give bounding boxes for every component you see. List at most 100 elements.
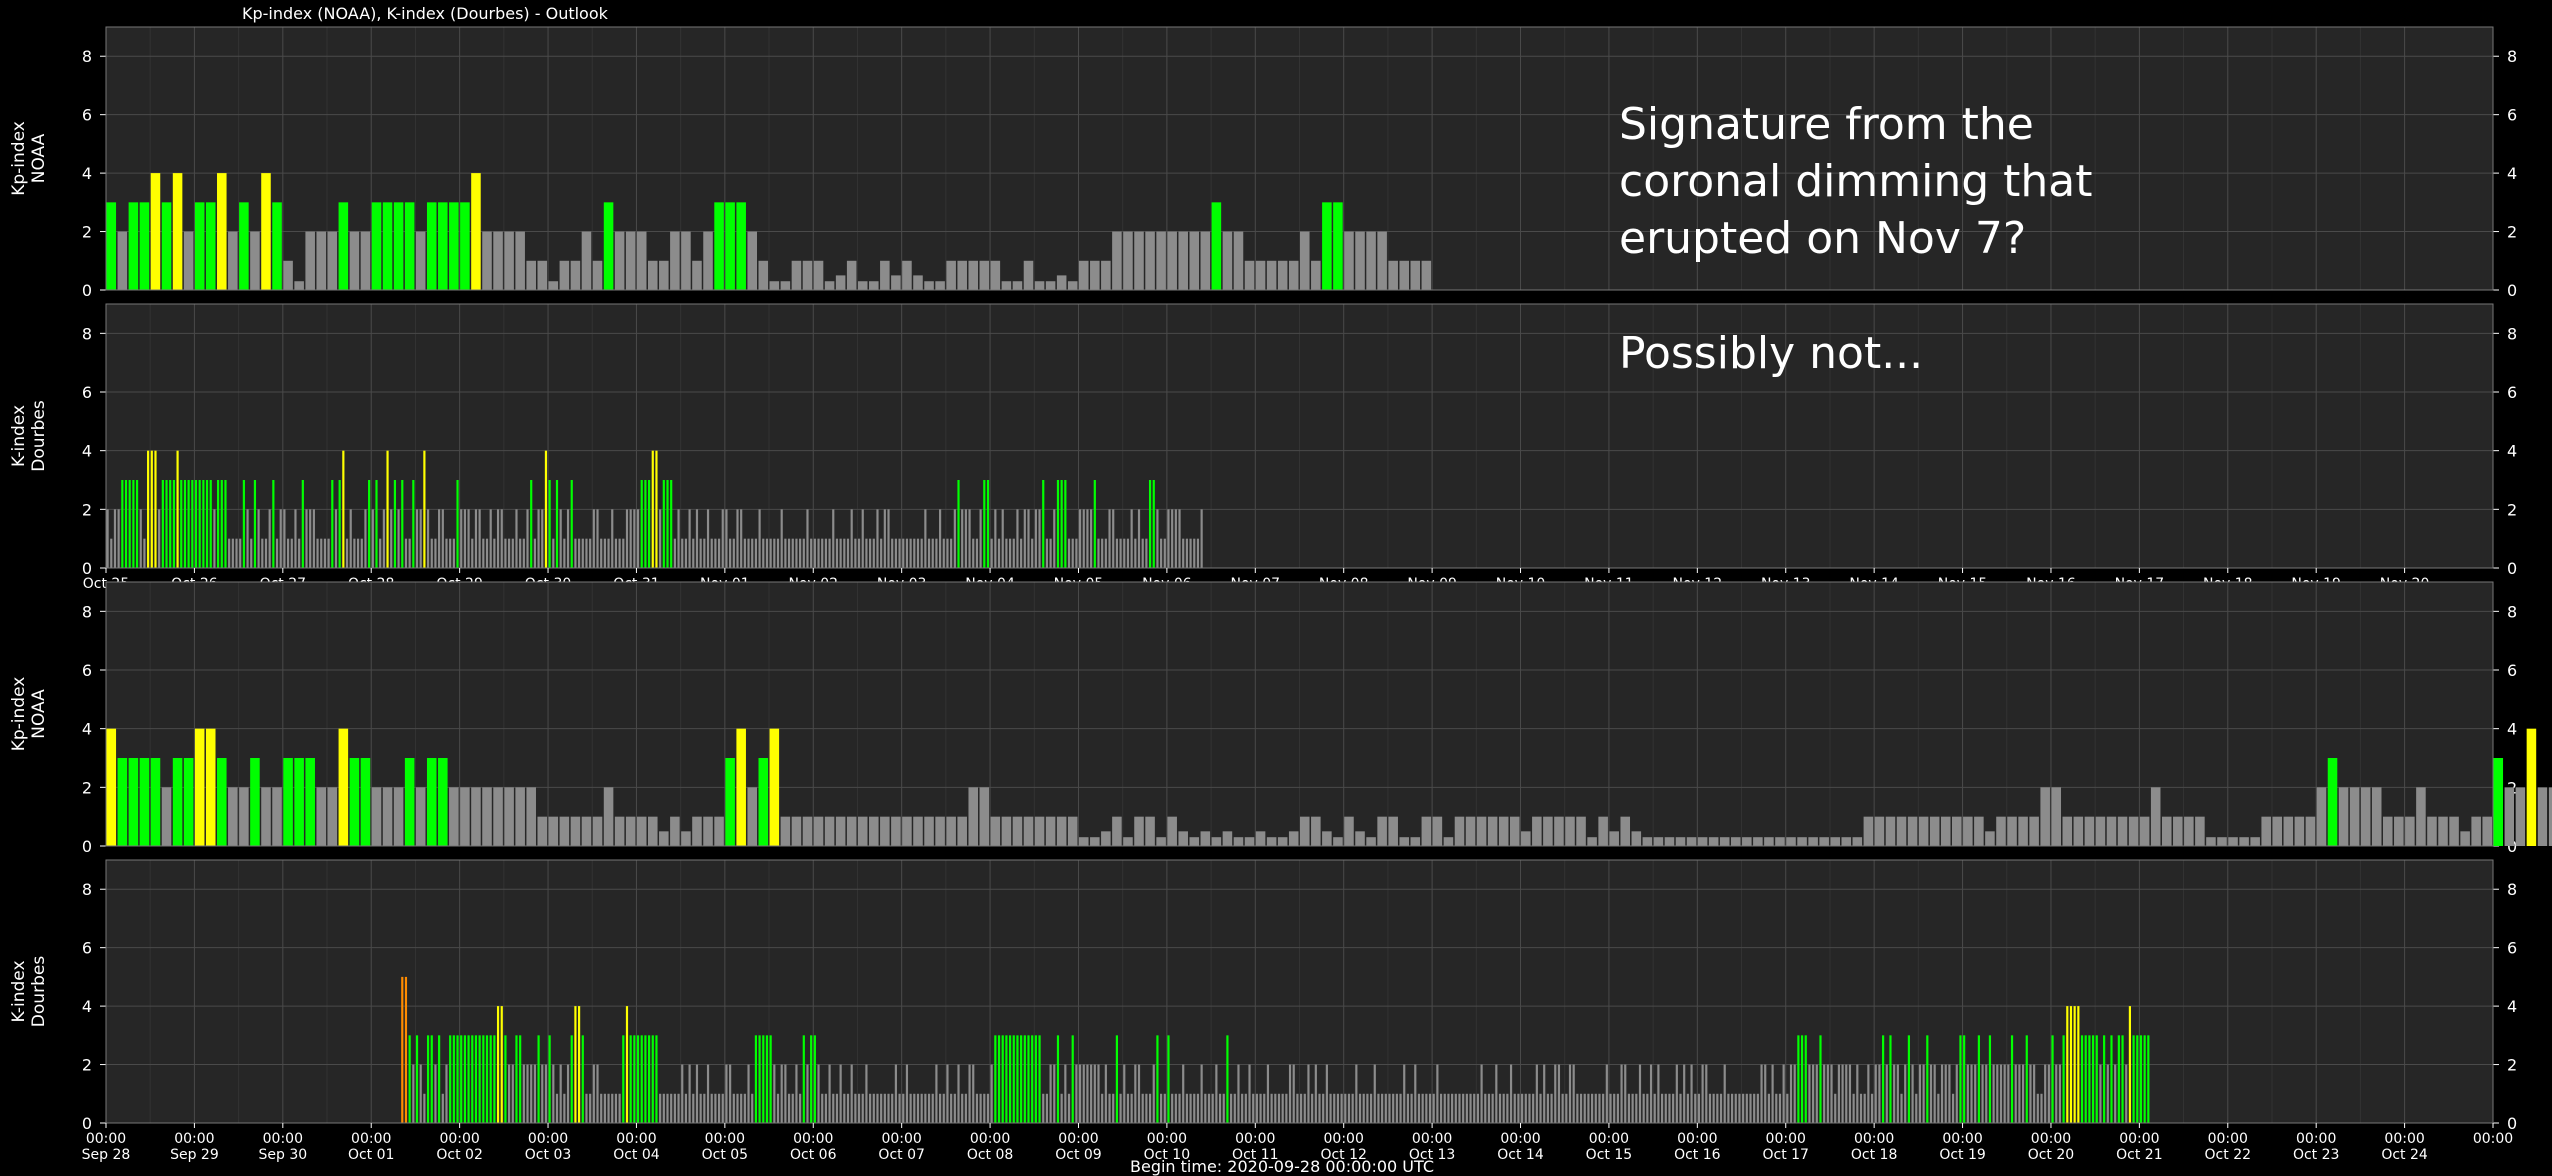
bar xyxy=(1963,1035,1966,1123)
bar xyxy=(419,1064,422,1123)
bar xyxy=(1344,231,1354,290)
bar xyxy=(1712,1093,1715,1123)
bar xyxy=(438,758,448,846)
bar xyxy=(791,1093,794,1123)
bar xyxy=(272,202,282,290)
bar xyxy=(1045,281,1056,290)
bar xyxy=(1336,1093,1340,1123)
bar xyxy=(622,1035,625,1123)
bar xyxy=(990,1064,993,1123)
x-tick-label: 00:00 xyxy=(1412,1131,1452,1147)
y-tick-label-right: 4 xyxy=(2507,442,2517,461)
bar xyxy=(647,1035,651,1123)
x-tick-label-date: Oct 20 xyxy=(2028,1147,2074,1163)
bar xyxy=(1097,1064,1100,1123)
bar xyxy=(452,1035,455,1123)
bar xyxy=(1090,260,1100,290)
bar xyxy=(1134,538,1137,568)
bar xyxy=(1056,275,1067,290)
bar xyxy=(1532,1093,1535,1123)
bar xyxy=(1141,1093,1144,1123)
bar xyxy=(636,1035,640,1123)
y-tick-label-right: 6 xyxy=(2507,939,2517,958)
bar xyxy=(2084,1035,2087,1123)
bar xyxy=(231,538,234,568)
bar xyxy=(2136,1035,2139,1123)
bar xyxy=(1126,1093,1130,1123)
bar xyxy=(975,538,979,568)
bar xyxy=(349,758,360,846)
bar xyxy=(1259,1093,1262,1123)
bar xyxy=(1082,509,1085,568)
bar xyxy=(2438,816,2448,846)
bar xyxy=(813,816,824,846)
bar xyxy=(526,787,536,846)
bar xyxy=(2360,787,2371,846)
x-tick-label-date: Oct 12 xyxy=(1320,1147,1366,1163)
bar xyxy=(916,538,920,568)
bar xyxy=(692,538,695,568)
bar xyxy=(1940,816,1951,846)
bar xyxy=(843,538,846,568)
bar xyxy=(552,1064,555,1123)
bar xyxy=(1001,281,1012,290)
bar xyxy=(1300,231,1310,290)
bar xyxy=(1145,538,1148,568)
bar xyxy=(1160,538,1163,568)
bar xyxy=(2033,1064,2036,1123)
bar xyxy=(2305,816,2316,846)
x-tick-label-date: Oct 03 xyxy=(525,1147,571,1163)
bar xyxy=(1451,1093,1454,1123)
bar xyxy=(1377,816,1387,846)
x-tick-label-date: Oct 05 xyxy=(702,1147,748,1163)
bar xyxy=(2051,1035,2054,1123)
bar xyxy=(1005,538,1008,568)
bar xyxy=(1701,1064,1704,1123)
bar xyxy=(762,538,765,568)
x-tick-label-date: Oct 11 xyxy=(1232,1147,1278,1163)
bar xyxy=(869,1093,872,1123)
bar xyxy=(294,758,304,846)
bar xyxy=(1660,1093,1664,1123)
bar xyxy=(997,1035,1001,1123)
bar xyxy=(2021,1064,2025,1123)
bar xyxy=(736,728,746,846)
bar xyxy=(1388,260,1398,290)
bar xyxy=(1012,281,1023,290)
bar xyxy=(1937,1093,1940,1123)
bar xyxy=(1171,1093,1174,1123)
bar xyxy=(228,538,231,568)
bar xyxy=(1333,1093,1336,1123)
bar xyxy=(250,538,253,568)
bar xyxy=(964,1093,967,1123)
bar xyxy=(950,1093,953,1123)
bar xyxy=(1005,1035,1008,1123)
bar xyxy=(714,202,724,290)
bar xyxy=(1344,816,1354,846)
bar xyxy=(894,538,897,568)
bar xyxy=(393,202,404,290)
bar xyxy=(703,538,706,568)
bar xyxy=(725,202,735,290)
bar xyxy=(522,1064,525,1123)
bar xyxy=(1605,1064,1608,1123)
bar xyxy=(1959,1035,1962,1123)
bar xyxy=(765,1035,769,1123)
bar xyxy=(692,260,702,290)
bar xyxy=(371,509,374,568)
bar xyxy=(747,1064,750,1123)
bar xyxy=(1686,837,1697,846)
bar xyxy=(1480,1064,1483,1123)
bar xyxy=(1285,1093,1288,1123)
bar xyxy=(426,1035,430,1123)
x-tick-label: 00:00 xyxy=(881,1131,921,1147)
bar xyxy=(349,509,352,568)
bar xyxy=(161,202,172,290)
bar xyxy=(1001,509,1004,568)
bar xyxy=(1237,1064,1240,1123)
bar xyxy=(983,1093,986,1123)
bar xyxy=(799,1093,802,1123)
bar xyxy=(850,509,853,568)
bar xyxy=(412,480,415,568)
bar xyxy=(298,538,301,568)
